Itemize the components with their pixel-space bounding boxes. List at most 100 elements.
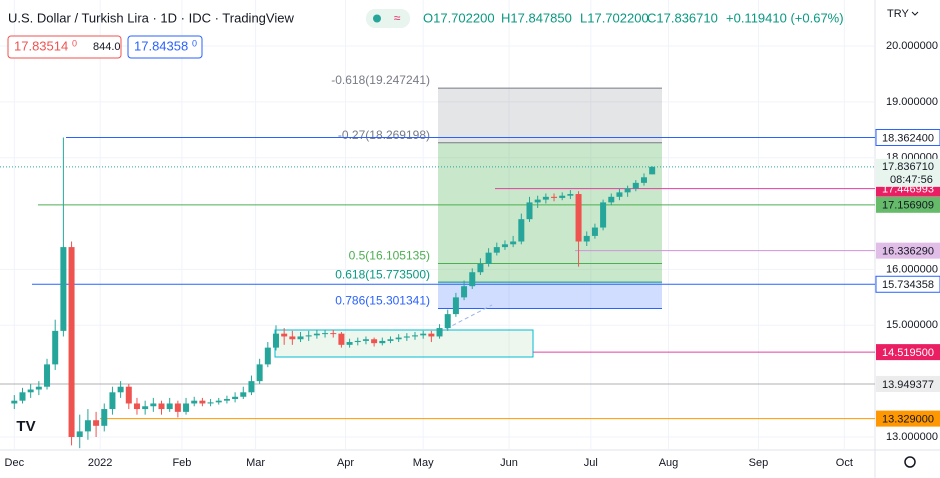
x-tick-label: Oct xyxy=(836,457,853,469)
candle-body xyxy=(403,336,410,338)
fib-zone xyxy=(438,282,662,309)
candle-body xyxy=(281,333,288,337)
settings-icon[interactable] xyxy=(904,456,916,468)
x-tick-label: Mar xyxy=(246,457,265,469)
candle-body xyxy=(330,333,337,335)
candle-body xyxy=(109,392,116,410)
level-badge xyxy=(875,275,940,293)
x-tick-label: Sep xyxy=(749,457,769,469)
candle-body xyxy=(379,340,386,344)
candle-body xyxy=(223,399,230,401)
level-badge xyxy=(875,128,940,146)
level-label: 16.336290 xyxy=(882,246,934,258)
ohlc-close: C17.836710 xyxy=(647,10,718,25)
ohlc-open: O17.702200 xyxy=(423,10,495,25)
candle-body xyxy=(542,196,549,200)
candle-body xyxy=(485,252,492,264)
dropdown-arrow xyxy=(911,11,919,16)
sell-button[interactable] xyxy=(7,35,122,59)
candle-body xyxy=(436,328,443,337)
buy-button[interactable] xyxy=(127,35,203,59)
x-tick-label: Feb xyxy=(172,457,191,469)
candle-body xyxy=(68,247,75,437)
level-label: 13.949377 xyxy=(882,379,934,391)
candle-body xyxy=(477,263,484,273)
candle-body xyxy=(60,247,67,331)
candle-body xyxy=(395,337,402,340)
candle-body xyxy=(526,202,533,220)
candle-body xyxy=(183,403,190,412)
y-tick-label: 15.000000 xyxy=(886,319,938,331)
candle-body xyxy=(27,389,34,393)
candle-body xyxy=(93,420,100,426)
candle-body xyxy=(518,219,525,242)
candle-body xyxy=(452,297,459,315)
candle-body xyxy=(232,396,239,400)
candle-body xyxy=(510,241,517,245)
candle-body xyxy=(428,333,435,337)
candle-body xyxy=(248,381,255,393)
x-tick-label: Aug xyxy=(659,457,679,469)
status-icon: ≈ xyxy=(394,11,401,25)
candle-body xyxy=(76,431,83,437)
candle-body xyxy=(174,403,181,412)
level-badge xyxy=(876,375,940,392)
level-label: 18.362400 xyxy=(882,132,934,144)
x-tick-label: May xyxy=(413,457,434,469)
candle-body xyxy=(371,339,378,344)
range-box xyxy=(274,329,534,358)
candle-body xyxy=(534,199,541,203)
candle-body xyxy=(338,333,345,345)
x-tick-label: Apr xyxy=(337,457,354,469)
x-tick-label: Jun xyxy=(500,457,518,469)
candle-body xyxy=(101,409,108,426)
y-tick-label: 16.000000 xyxy=(886,263,938,275)
status-pill[interactable] xyxy=(366,9,410,28)
fib-label: -0.27(18.269198) xyxy=(338,128,430,142)
level-label: 13.329000 xyxy=(882,414,934,426)
candle-body xyxy=(387,339,394,341)
candle-body xyxy=(322,333,329,335)
candle-body xyxy=(632,182,639,189)
x-tick-label: Dec xyxy=(5,457,25,469)
candle-body xyxy=(624,188,631,193)
fib-label: 0.618(15.773500) xyxy=(335,267,430,281)
candle-body xyxy=(142,406,149,410)
level-badge xyxy=(876,344,940,361)
candle-body xyxy=(19,392,26,401)
symbol: U.S. Dollar / Turkish Lira · 1D · IDC · … xyxy=(8,10,294,25)
candle-body xyxy=(649,166,656,175)
candle-body xyxy=(567,194,574,196)
candle-body xyxy=(583,235,590,242)
candle-body xyxy=(117,386,124,393)
level-badge xyxy=(876,410,940,427)
candle-body xyxy=(346,342,353,345)
x-tick-label: 2022 xyxy=(88,457,112,469)
candle-body xyxy=(256,364,263,382)
candle-body xyxy=(158,403,165,410)
candle-body xyxy=(207,402,214,404)
y-tick-label: 19.000000 xyxy=(886,96,938,108)
header: U.S. Dollar / Turkish Lira · 1D · IDC · … xyxy=(7,8,919,468)
y-tick-label: 20.000000 xyxy=(886,40,938,52)
last-price-label: 17.836710 xyxy=(882,161,934,173)
level-label: 14.519500 xyxy=(882,347,934,359)
candle-body xyxy=(591,227,598,236)
candle-body xyxy=(354,340,361,343)
candle-body xyxy=(133,403,140,410)
candle-body xyxy=(297,336,304,340)
level-label: 17.156909 xyxy=(882,200,934,212)
ohlc-change: +0.119410 (+0.67%) xyxy=(726,10,844,25)
candle-body xyxy=(616,192,623,197)
candle-body xyxy=(461,286,468,298)
candle-body xyxy=(191,400,198,404)
buy-sup: 0 xyxy=(192,38,197,48)
candle-body xyxy=(11,400,18,404)
currency[interactable]: TRY xyxy=(887,8,909,20)
level-label: 15.734358 xyxy=(882,279,934,291)
candle-body xyxy=(362,339,369,341)
x-tick-label: Jul xyxy=(584,457,598,469)
countdown: 08:47:56 xyxy=(890,174,933,186)
